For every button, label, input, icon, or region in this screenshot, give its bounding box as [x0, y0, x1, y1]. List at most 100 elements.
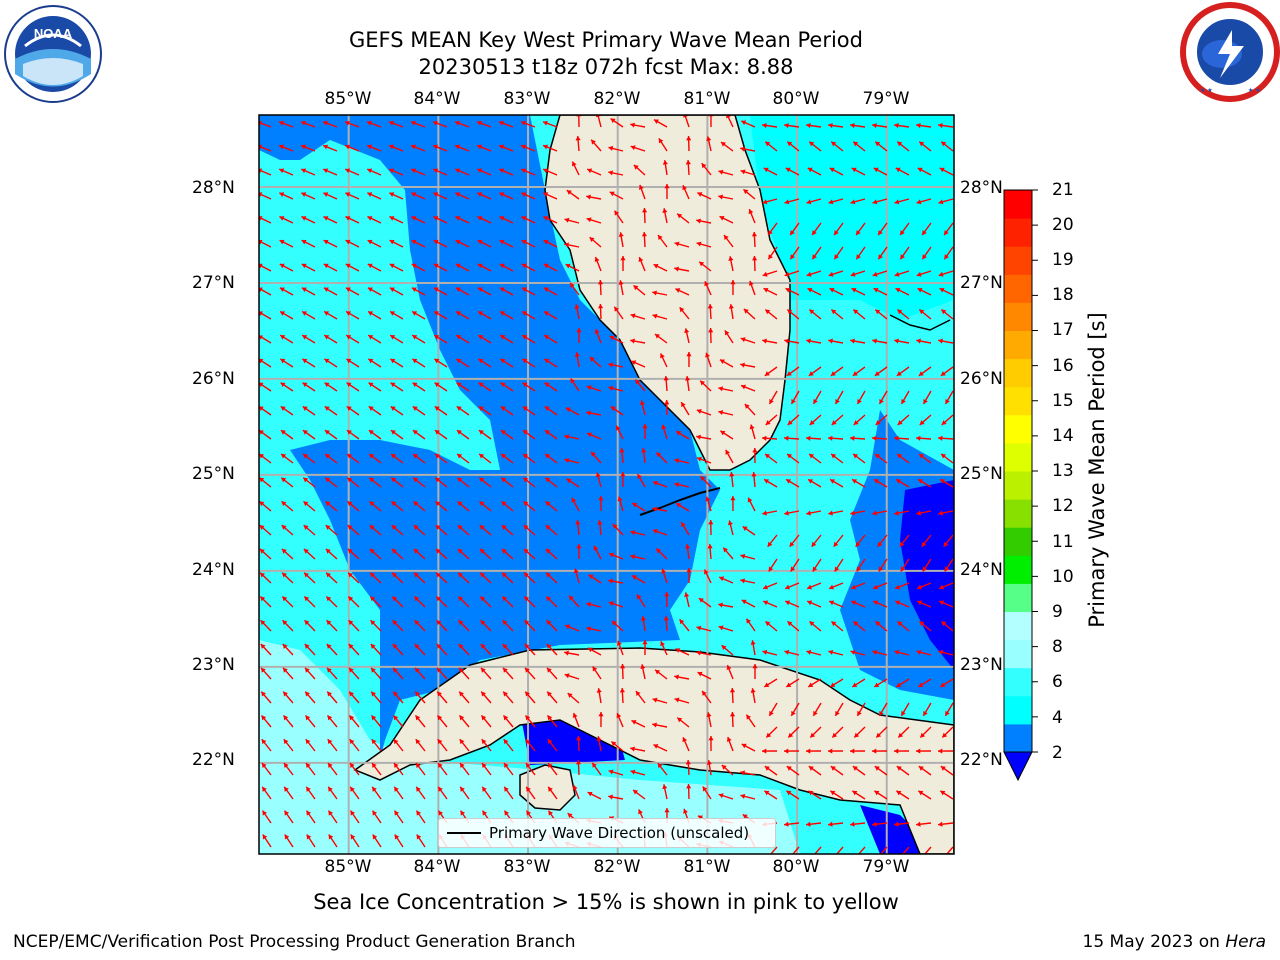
- wave-arrow-head: [784, 649, 790, 655]
- wave-arrow-head: [679, 307, 685, 313]
- wave-arrow-head: [500, 382, 506, 388]
- wave-arrow-head: [367, 239, 373, 245]
- wave-arrow-head: [596, 736, 602, 741]
- wave-arrow-head: [895, 287, 901, 293]
- wave-arrow-head: [807, 584, 813, 590]
- wave-arrow-head: [940, 682, 946, 687]
- wave-arrow-head: [616, 640, 622, 646]
- wave-arrow-head: [706, 760, 712, 765]
- wave-arrow-head: [570, 378, 576, 384]
- wave-arrow-head: [564, 457, 570, 463]
- wave-arrow-head: [389, 287, 395, 293]
- wave-arrow-head: [477, 263, 483, 269]
- wave-arrow-head: [938, 821, 943, 827]
- colorbar-tick: 11: [1052, 532, 1074, 552]
- colorbar-tick: 21: [1052, 180, 1074, 200]
- wave-arrow-head: [785, 287, 791, 293]
- wave-arrow-head: [391, 548, 397, 554]
- wave-arrow-head: [872, 338, 877, 344]
- wave-arrow-head: [575, 760, 582, 765]
- wave-arrow-head: [456, 430, 462, 435]
- wave-arrow-head: [850, 821, 855, 827]
- wave-arrow-head: [458, 644, 464, 649]
- wave-arrow-head: [610, 406, 616, 411]
- wave-arrow-head: [525, 667, 530, 673]
- wave-arrow-head: [323, 168, 329, 174]
- wave-arrow-head: [281, 525, 287, 530]
- wave-arrow-head: [587, 432, 593, 438]
- wave-arrow-head: [787, 453, 793, 459]
- wave-arrow-head: [575, 736, 582, 741]
- wave-arrow-head: [675, 648, 681, 653]
- wave-arrow-head: [786, 766, 792, 771]
- wave-arrow-head: [921, 541, 927, 547]
- wave-arrow-head: [302, 430, 308, 435]
- wave-arrow-head: [786, 682, 792, 687]
- wave-arrow-head: [748, 209, 754, 215]
- wave-arrow-head: [480, 572, 485, 578]
- wave-arrow-head: [740, 553, 746, 559]
- wave-arrow-head: [543, 168, 549, 174]
- wave-arrow-head: [608, 769, 614, 775]
- wave-arrow-head: [901, 398, 906, 404]
- nws-logo: ★ ★ ★ ★: [1180, 2, 1280, 102]
- wave-arrow-head: [367, 144, 373, 150]
- map-frame: [258, 114, 955, 855]
- wave-arrow-head: [743, 189, 749, 195]
- wave-arrow-head: [433, 168, 439, 174]
- wave-arrow-head: [435, 477, 441, 483]
- wave-arrow-head: [897, 141, 903, 147]
- wave-arrow-head: [350, 810, 356, 816]
- wave-arrow-head: [543, 263, 549, 269]
- wave-arrow-head: [726, 665, 732, 671]
- wave-arrow-head: [807, 287, 813, 293]
- wave-arrow-head: [576, 544, 582, 549]
- wave-arrow-head: [790, 566, 796, 572]
- wave-arrow-head: [748, 280, 754, 286]
- wave-arrow-head: [457, 477, 463, 483]
- wave-arrow-head: [742, 526, 748, 532]
- wave-arrow-head: [481, 715, 487, 721]
- wave-arrow-head: [345, 216, 351, 221]
- wave-arrow-head: [346, 406, 352, 411]
- wave-arrow-head: [368, 382, 374, 388]
- wave-arrow-head: [939, 287, 945, 293]
- wave-arrow-head: [619, 448, 625, 453]
- wave-arrow-head: [543, 239, 549, 245]
- wave-arrow-head: [283, 715, 289, 721]
- wave-arrow-head: [262, 786, 267, 792]
- wave-arrow-head: [524, 620, 530, 626]
- wave-arrow-head: [699, 261, 705, 267]
- wave-arrow-head: [596, 688, 602, 693]
- wave-arrow-head: [873, 287, 879, 293]
- lon-label-bottom: 79°W: [862, 857, 910, 877]
- wave-arrow-head: [393, 667, 398, 673]
- wave-arrow-head: [834, 254, 839, 260]
- wave-arrow-head: [586, 601, 592, 607]
- wave-arrow-head: [653, 119, 659, 124]
- wave-arrow-head: [261, 667, 266, 673]
- wave-arrow-head: [432, 120, 438, 126]
- wave-arrow-head: [630, 145, 636, 151]
- wave-arrow-head: [850, 748, 855, 754]
- wave-arrow-head: [830, 766, 836, 771]
- wave-arrow-head: [608, 578, 613, 584]
- wave-arrow-head: [371, 739, 377, 745]
- colorbar-segment: [1004, 499, 1032, 528]
- wave-arrow-head: [636, 594, 642, 600]
- wave-arrow-head: [546, 572, 551, 578]
- wave-arrow-head: [281, 548, 287, 554]
- wave-arrow-head: [416, 834, 422, 840]
- wave-arrow-head: [740, 362, 745, 368]
- wave-arrow-head: [435, 525, 441, 530]
- wave-arrow-head: [322, 120, 328, 126]
- wave-arrow-head: [674, 697, 680, 703]
- wave-arrow-head: [685, 160, 691, 165]
- wave-arrow-head: [609, 191, 615, 197]
- wave-arrow-head: [828, 199, 834, 205]
- lat-label-right: 28°N: [960, 178, 1003, 198]
- wave-arrow-head: [323, 216, 329, 221]
- wave-arrow-head: [259, 548, 265, 554]
- wave-arrow-head: [350, 834, 356, 840]
- wave-arrow-head: [346, 358, 352, 364]
